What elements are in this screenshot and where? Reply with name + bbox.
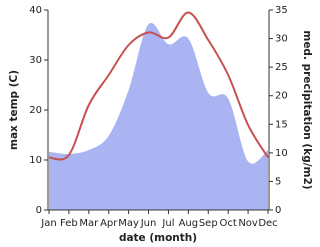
x-tick-label: Mar bbox=[79, 218, 99, 229]
y-axis-label: max temp (C) bbox=[8, 70, 20, 150]
x-tick-label: Nov bbox=[238, 218, 258, 229]
x-tick-label: Feb bbox=[60, 218, 78, 229]
x-tick-label: Aug bbox=[179, 218, 199, 229]
x-tick-label: Jul bbox=[161, 218, 174, 229]
x-tick-label: Dec bbox=[258, 218, 277, 229]
y-tick-label: 30 bbox=[29, 55, 42, 66]
x-tick-label: May bbox=[118, 218, 139, 229]
y2-tick-label: 5 bbox=[275, 176, 281, 187]
y-tick-label: 20 bbox=[29, 105, 42, 116]
y2-tick-label: 25 bbox=[275, 62, 288, 73]
x-tick-label: Sep bbox=[199, 218, 218, 229]
x-tick-label: Jan bbox=[40, 218, 56, 229]
precipitation-area bbox=[49, 22, 268, 211]
x-tick-label: Apr bbox=[100, 218, 118, 229]
y-tick-label: 0 bbox=[36, 205, 42, 216]
x-tick-label: Oct bbox=[220, 218, 237, 229]
y-tick-label: 40 bbox=[29, 5, 42, 16]
y2-tick-label: 35 bbox=[275, 5, 288, 16]
y-tick-label: 10 bbox=[29, 155, 42, 166]
x-axis-label: date (month) bbox=[119, 232, 197, 244]
temperature-line bbox=[48, 11, 269, 161]
y2-tick-label: 15 bbox=[275, 119, 288, 130]
y2-axis-label: med. precipitation (kg/m2) bbox=[301, 30, 313, 189]
x-tick-label: Jun bbox=[140, 218, 157, 229]
y2-tick-label: 10 bbox=[275, 148, 288, 159]
y2-tick-label: 30 bbox=[275, 34, 288, 45]
y2-tick-label: 20 bbox=[275, 91, 288, 102]
y2-tick-label: 0 bbox=[275, 205, 281, 216]
